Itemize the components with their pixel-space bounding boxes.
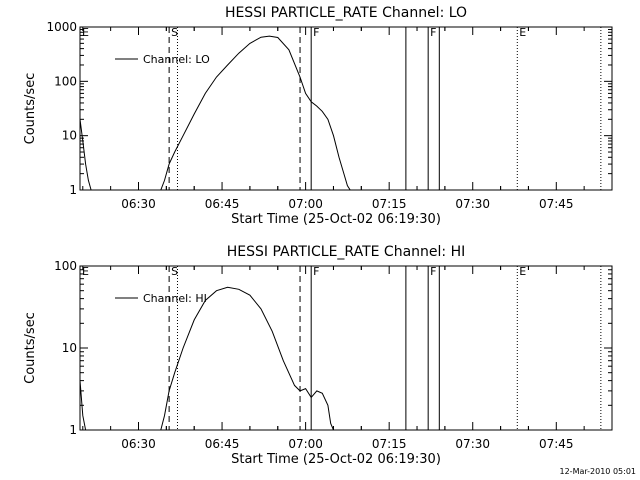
panel-1-title: HESSI PARTICLE_RATE Channel: LO: [225, 5, 467, 21]
panel-2-event-marker-label: F: [313, 265, 319, 278]
panel-2-x-tick-label: 07:45: [539, 437, 574, 451]
panel-1-x-tick-label: 07:30: [455, 197, 490, 211]
panel-2-y-tick-label: 10: [62, 341, 77, 355]
panel-1-x-tick-label: 07:45: [539, 197, 574, 211]
panel-1-event-marker-label: E: [82, 26, 89, 39]
panel-1-y-tick-label: 1000: [46, 20, 77, 34]
panel-2-y-tick-label: 100: [54, 259, 77, 273]
panel-1-event-marker-label: F: [313, 26, 319, 39]
panel-2-event-marker-label: E: [82, 265, 89, 278]
panel-1-x-tick-label: 06:30: [121, 197, 156, 211]
panel-2-x-axis-label: Start Time (25-Oct-02 06:19:30): [231, 452, 441, 467]
panel-2-legend-label: Channel: HI: [143, 292, 207, 305]
panel-1-event-marker-label: E: [519, 26, 526, 39]
panel-1-x-axis-label: Start Time (25-Oct-02 06:19:30): [231, 212, 441, 227]
panel-2-title: HESSI PARTICLE_RATE Channel: HI: [227, 244, 465, 260]
panel-1-series-line: [80, 35, 351, 190]
panel-2-x-tick-label: 07:00: [288, 437, 323, 451]
panel-1-y-tick-label: 10: [62, 129, 77, 143]
panel-2-series-line: [80, 286, 334, 430]
panel-2-x-tick-label: 07:30: [455, 437, 490, 451]
panel-2-y-axis-label: Counts/sec: [23, 312, 38, 384]
panel-2-event-marker-label: S: [171, 265, 178, 278]
panel-1-x-tick-label: 07:15: [372, 197, 407, 211]
panel-1-x-tick-label: 06:45: [205, 197, 240, 211]
panel-1-event-marker-label: F: [430, 26, 436, 39]
footer-timestamp: 12-Mar-2010 05:01: [560, 467, 637, 476]
panel-2-x-tick-label: 06:45: [205, 437, 240, 451]
panel-2-event-marker-label: E: [519, 265, 526, 278]
panel-1-axes-frame: [79, 26, 613, 191]
panel-1-x-tick-label: 07:00: [288, 197, 323, 211]
panel-2-y-tick-label: 1: [69, 423, 77, 437]
panel-2-event-marker-label: F: [430, 265, 436, 278]
panel-2-x-tick-label: 07:15: [372, 437, 407, 451]
panel-1-legend-label: Channel: LO: [143, 53, 210, 66]
panel-1-event-marker-label: S: [171, 26, 178, 39]
panel-1-y-axis-label: Counts/sec: [23, 73, 38, 145]
panel-1-y-tick-label: 1: [69, 183, 77, 197]
panel-2-axes-frame: [79, 265, 613, 431]
panel-1-y-tick-label: 100: [54, 74, 77, 88]
panel-2-x-tick-label: 06:30: [121, 437, 156, 451]
